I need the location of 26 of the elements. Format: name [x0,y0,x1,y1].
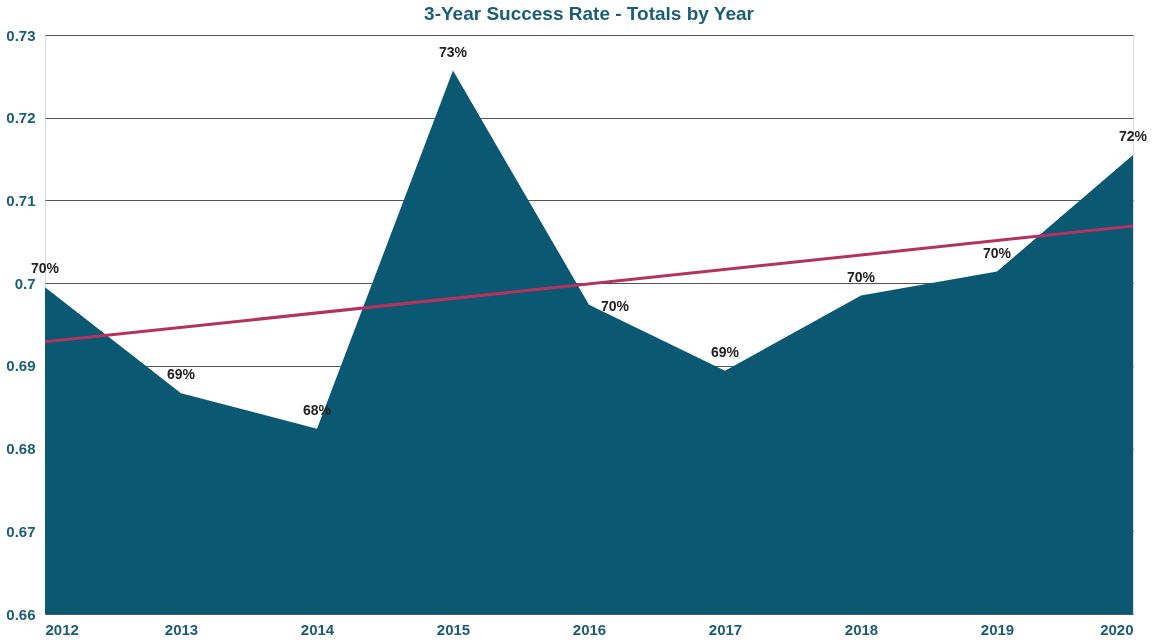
x-tick-label: 2019 [980,620,1015,638]
x-tick-label: 2012 [45,620,79,638]
x-tick-label: 2017 [708,620,743,638]
chart-title: 3-Year Success Rate - Totals by Year [424,3,755,24]
x-tick-label: 2018 [844,620,879,638]
data-label: 72% [1118,127,1148,144]
x-tick-label: 2015 [436,620,471,638]
y-tick-label: 0.69 [6,357,36,375]
data-label: 70% [846,268,876,285]
y-tick-label: 0.73 [6,26,36,44]
data-label: 70% [600,297,630,314]
x-tick-label: 2013 [164,620,199,638]
y-tick-label: 0.72 [6,109,36,127]
data-label: 70% [982,244,1012,261]
y-tick-label: 0.71 [6,191,36,209]
data-label: 70% [30,260,60,277]
y-tick-label: 0.68 [6,440,36,458]
y-tick-label: 0.66 [6,605,36,623]
data-label: 69% [710,343,740,360]
data-label: 73% [438,43,468,60]
y-tick-label: 0.67 [6,522,36,540]
x-tick-label: 2016 [572,620,607,638]
data-label: 69% [166,366,196,383]
y-tick-label: 0.7 [14,274,36,292]
x-tick-label: 2020 [1100,620,1134,638]
x-tick-label: 2014 [300,620,335,638]
